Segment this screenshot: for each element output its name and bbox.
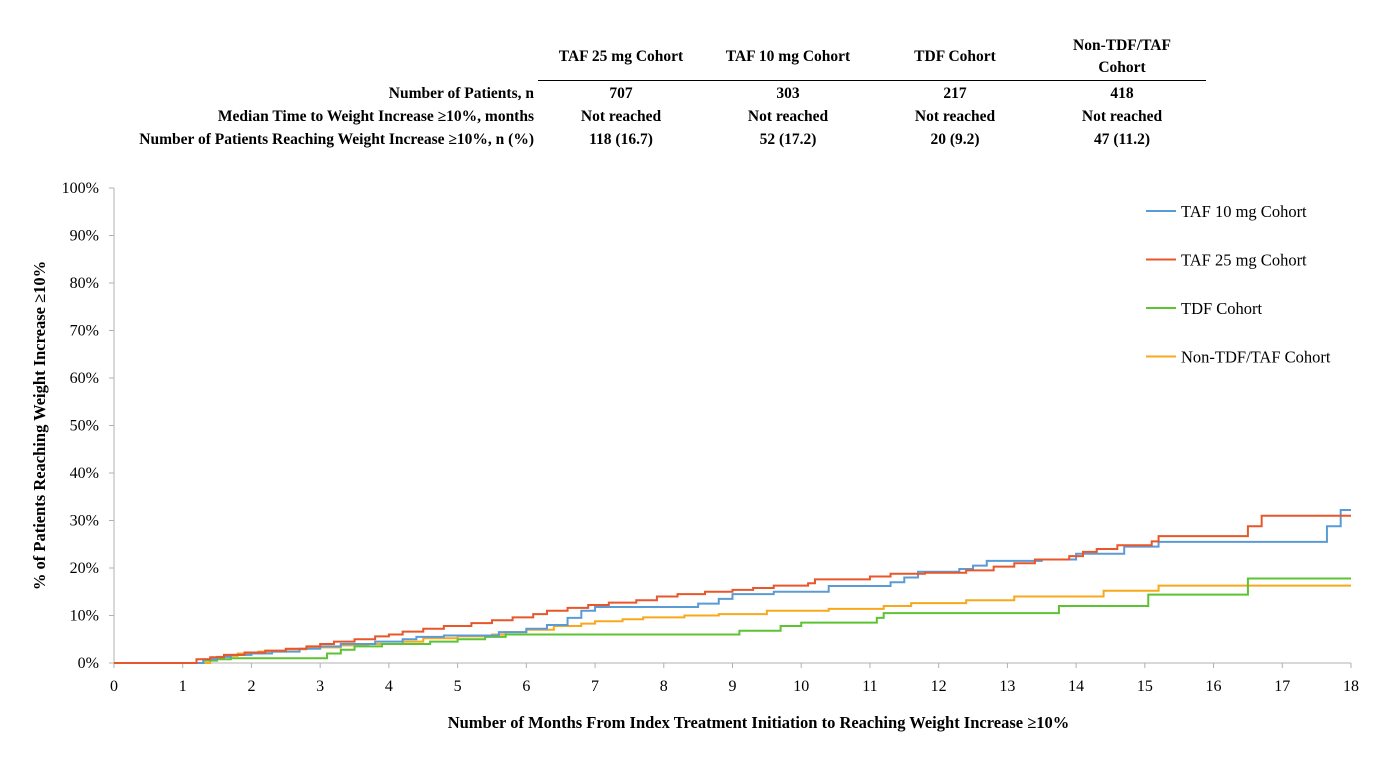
x-tick-label: 9 xyxy=(729,678,737,695)
x-tick-label: 7 xyxy=(591,678,599,695)
x-tick-label: 4 xyxy=(385,678,393,695)
y-tick-label: 20% xyxy=(70,560,99,577)
table-cell: Not reached xyxy=(747,108,829,125)
y-axis-label: % of Patients Reaching Weight Increase ≥… xyxy=(30,261,49,590)
table-cell: 52 (17.2) xyxy=(759,131,817,148)
y-tick-label: 60% xyxy=(70,370,99,387)
y-tick-label: 40% xyxy=(70,465,99,482)
table-cell: 418 xyxy=(1110,85,1134,102)
row-label-patients: Number of Patients, n xyxy=(388,85,534,102)
series-layer xyxy=(114,509,1351,664)
x-tick-label: 14 xyxy=(1068,678,1084,695)
summary-table: TAF 25 mg Cohort TAF 10 mg Cohort TDF Co… xyxy=(0,0,1396,160)
y-tick-label: 100% xyxy=(62,180,99,197)
column-header-taf25: TAF 25 mg Cohort xyxy=(558,48,684,65)
y-tick-label: 50% xyxy=(70,418,99,435)
table-header-rule xyxy=(538,80,1206,81)
x-axis-label: Number of Months From Index Treatment In… xyxy=(448,713,1070,732)
legend-label-non-tdf-taf-cohort: Non-TDF/TAF Cohort xyxy=(1181,348,1331,367)
row-label-patients-reaching: Number of Patients Reaching Weight Incre… xyxy=(139,131,534,148)
row-label-median-time: Median Time to Weight Increase ≥10%, mon… xyxy=(217,108,534,125)
table-cell: 20 (9.2) xyxy=(930,131,980,148)
series-line-taf-25-mg-cohort xyxy=(114,514,1351,664)
column-header-tdf: TDF Cohort xyxy=(914,48,996,65)
x-tick-label: 10 xyxy=(793,678,809,695)
x-tick-label: 2 xyxy=(247,678,255,695)
x-tick-label: 13 xyxy=(999,678,1015,695)
x-tick-label: 1 xyxy=(179,678,187,695)
y-tick-label: 70% xyxy=(70,323,99,340)
y-tick-label: 90% xyxy=(70,228,99,245)
legend-label-taf-10-mg-cohort: TAF 10 mg Cohort xyxy=(1181,202,1307,221)
x-tick-label: 11 xyxy=(862,678,877,695)
x-tick-label: 17 xyxy=(1274,678,1290,695)
y-tick-label: 30% xyxy=(70,513,99,530)
y-tick-label: 10% xyxy=(70,608,99,625)
table-cell: 47 (11.2) xyxy=(1094,131,1150,148)
x-tick-label: 8 xyxy=(660,678,668,695)
table-cell: 217 xyxy=(943,85,967,102)
legend-label-tdf-cohort: TDF Cohort xyxy=(1181,299,1263,318)
y-tick-label: 80% xyxy=(70,275,99,292)
table-cell: Not reached xyxy=(914,108,996,125)
x-tick-label: 12 xyxy=(931,678,947,695)
table-cell: Not reached xyxy=(580,108,662,125)
table-cell: 303 xyxy=(776,85,800,102)
series-line-tdf-cohort xyxy=(114,577,1351,664)
column-header-taf10: TAF 10 mg Cohort xyxy=(725,48,851,65)
table-cell: 118 (16.7) xyxy=(589,131,653,148)
x-tick-label: 16 xyxy=(1206,678,1222,695)
chart-legend: TAF 10 mg Cohort TAF 25 mg Cohort TDF Coho… xyxy=(1146,202,1331,367)
x-tick-label: 6 xyxy=(522,678,530,695)
x-tick-label: 0 xyxy=(110,678,118,695)
x-tick-label: 3 xyxy=(316,678,324,695)
legend-label-taf-25-mg-cohort: TAF 25 mg Cohort xyxy=(1181,251,1307,270)
table-cell: 707 xyxy=(609,85,633,102)
x-tick-label: 18 xyxy=(1343,678,1359,695)
chart-axes: 0%10%20%30%40%50%60%70%80%90%100%0 1 2 3 4 5 6… xyxy=(62,180,1359,695)
x-tick-label: 15 xyxy=(1137,678,1153,695)
column-header-non-tdf-taf: Non-TDF/TAF Cohort xyxy=(1073,37,1171,76)
table-cell: Not reached xyxy=(1081,108,1163,125)
x-tick-label: 5 xyxy=(454,678,462,695)
y-tick-label: 0% xyxy=(78,655,99,672)
